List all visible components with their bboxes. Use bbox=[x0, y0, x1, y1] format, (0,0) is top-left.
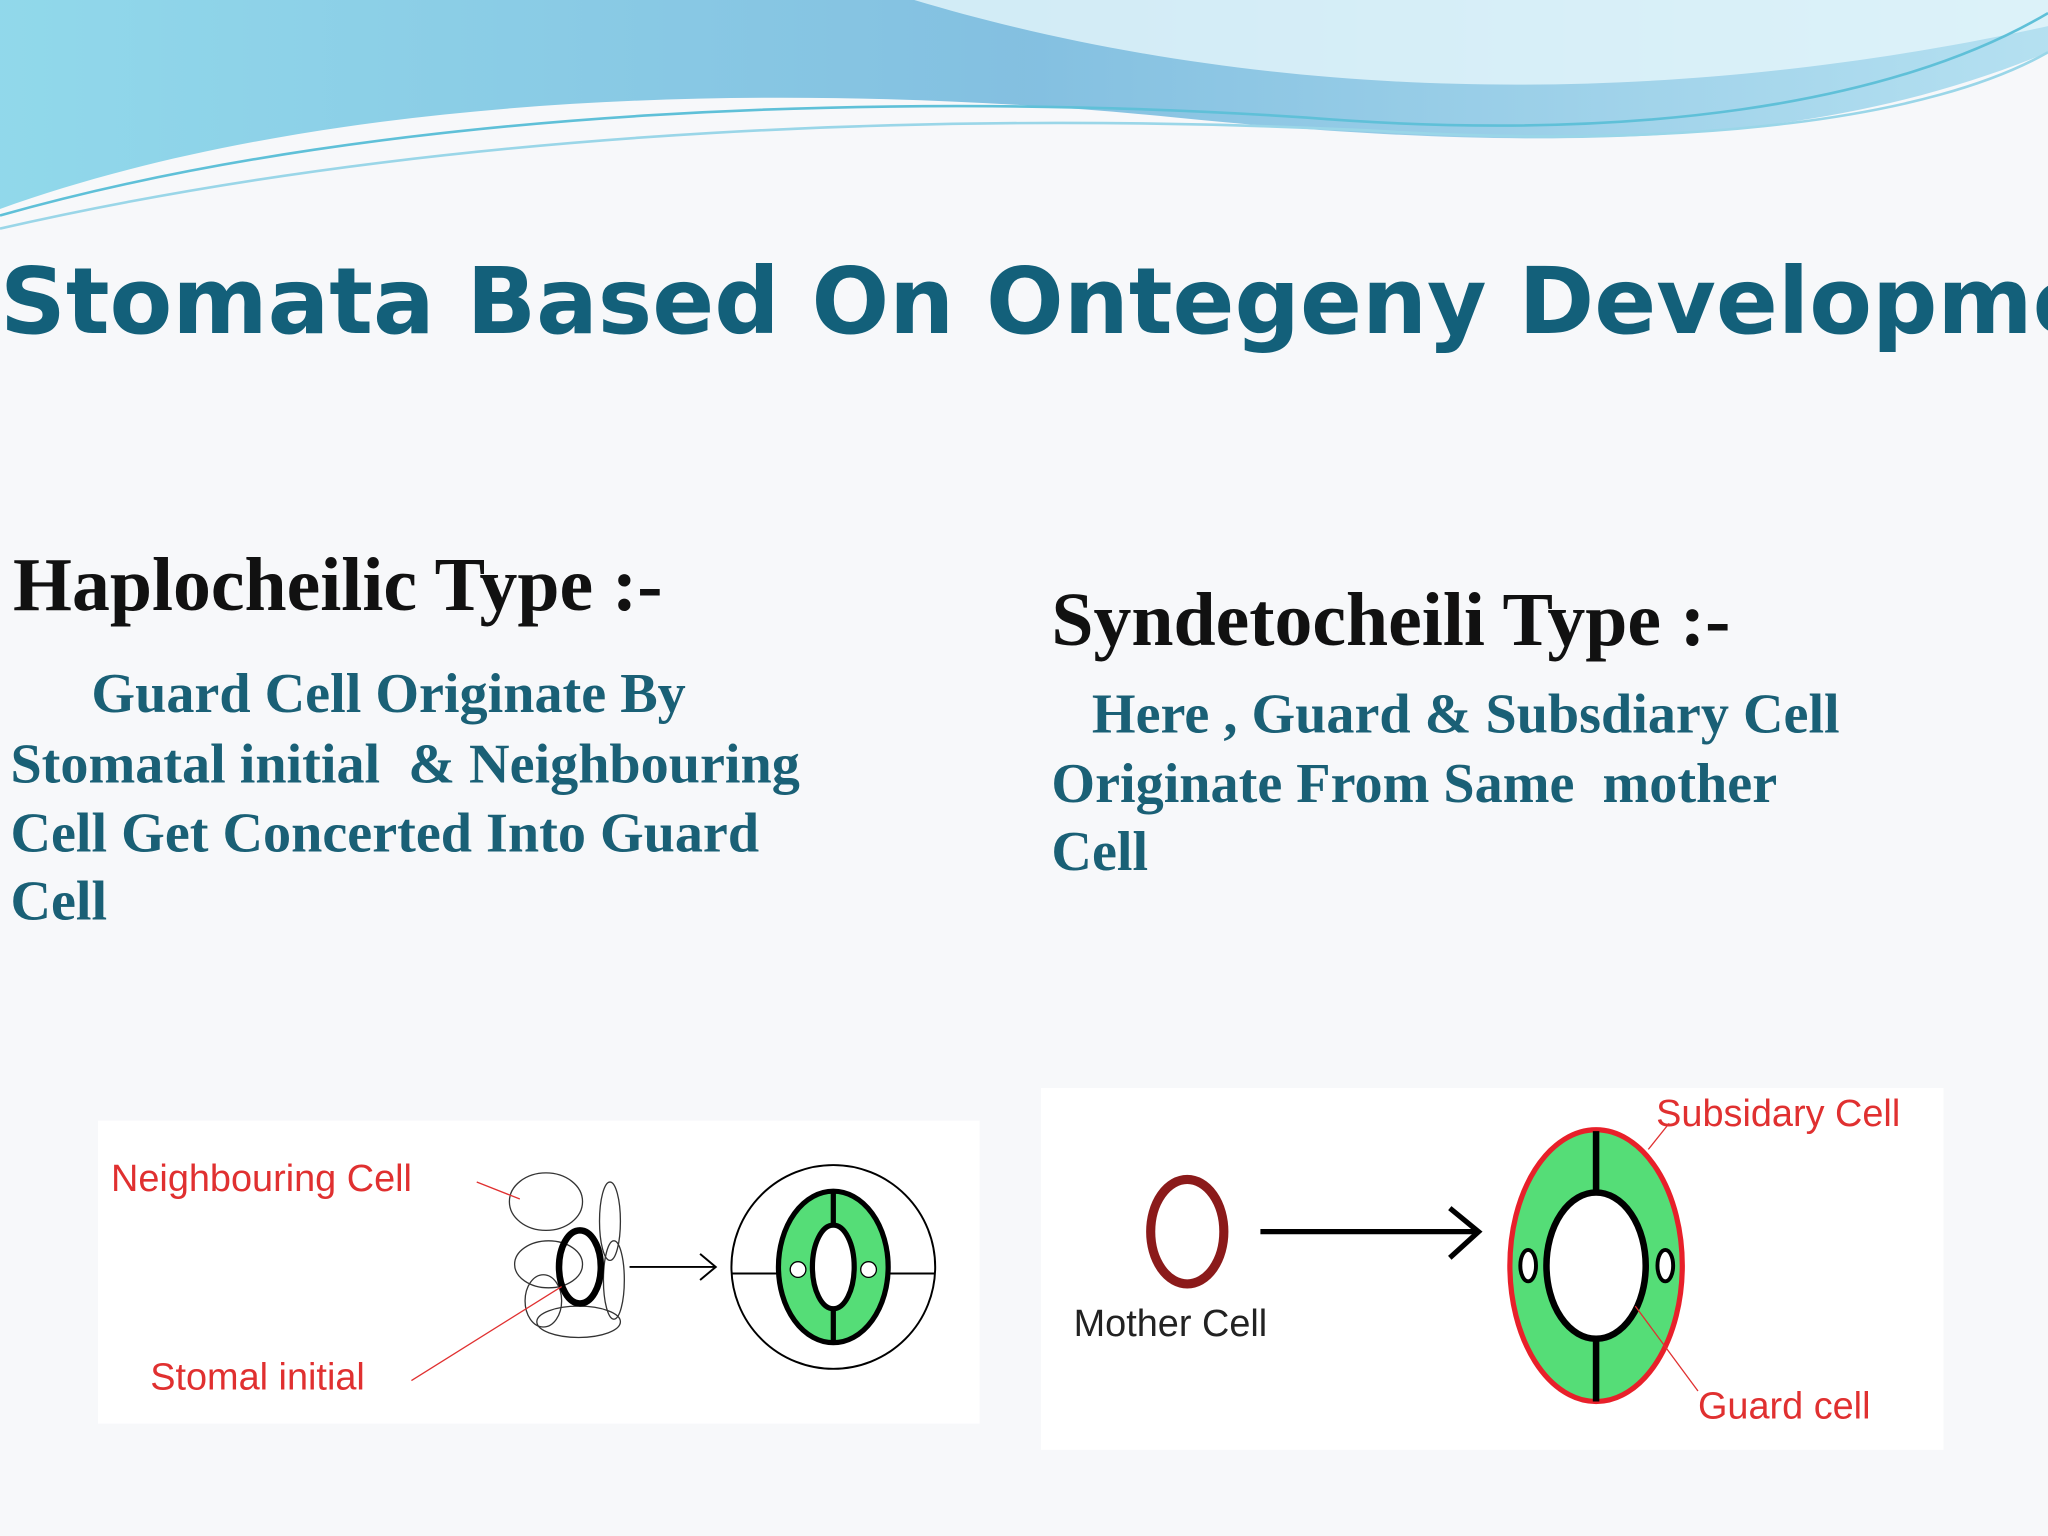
diagram-label: Mother Cell bbox=[1074, 1303, 1268, 1345]
section-body: Cell Get Concerted Into Guard bbox=[10, 803, 759, 865]
syndetocheilic-diagram: Mother Cell Subsidary Cell Guard cell bbox=[1040, 1088, 1944, 1450]
diagram-label: Neighbouring Cell bbox=[111, 1158, 412, 1200]
section-body: Cell bbox=[10, 871, 107, 933]
section-body: Cell bbox=[1051, 821, 1148, 883]
section-body: Stomatal initial & Neighbouring bbox=[10, 733, 799, 795]
section-body: Here , Guard & Subsdiary Cell bbox=[1092, 684, 1840, 746]
haplocheilic-diagram: Neighbouring Cell Stomal initial bbox=[97, 1120, 980, 1424]
diagram-label: Subsidary Cell bbox=[1656, 1093, 1900, 1135]
section-heading: Haplocheilic Type :- bbox=[13, 543, 662, 627]
diagram-label: Stomal initial bbox=[150, 1357, 365, 1399]
section-body: Guard Cell Originate By bbox=[91, 663, 685, 725]
section-body: Originate From Same mother bbox=[1051, 753, 1777, 815]
diagram-label: Guard cell bbox=[1698, 1385, 1871, 1427]
slide-title: Stomata Based On Ontegeny Development bbox=[0, 248, 2048, 355]
header-wave bbox=[0, 0, 2048, 230]
section-heading: Syndetocheili Type :- bbox=[1051, 578, 1730, 662]
